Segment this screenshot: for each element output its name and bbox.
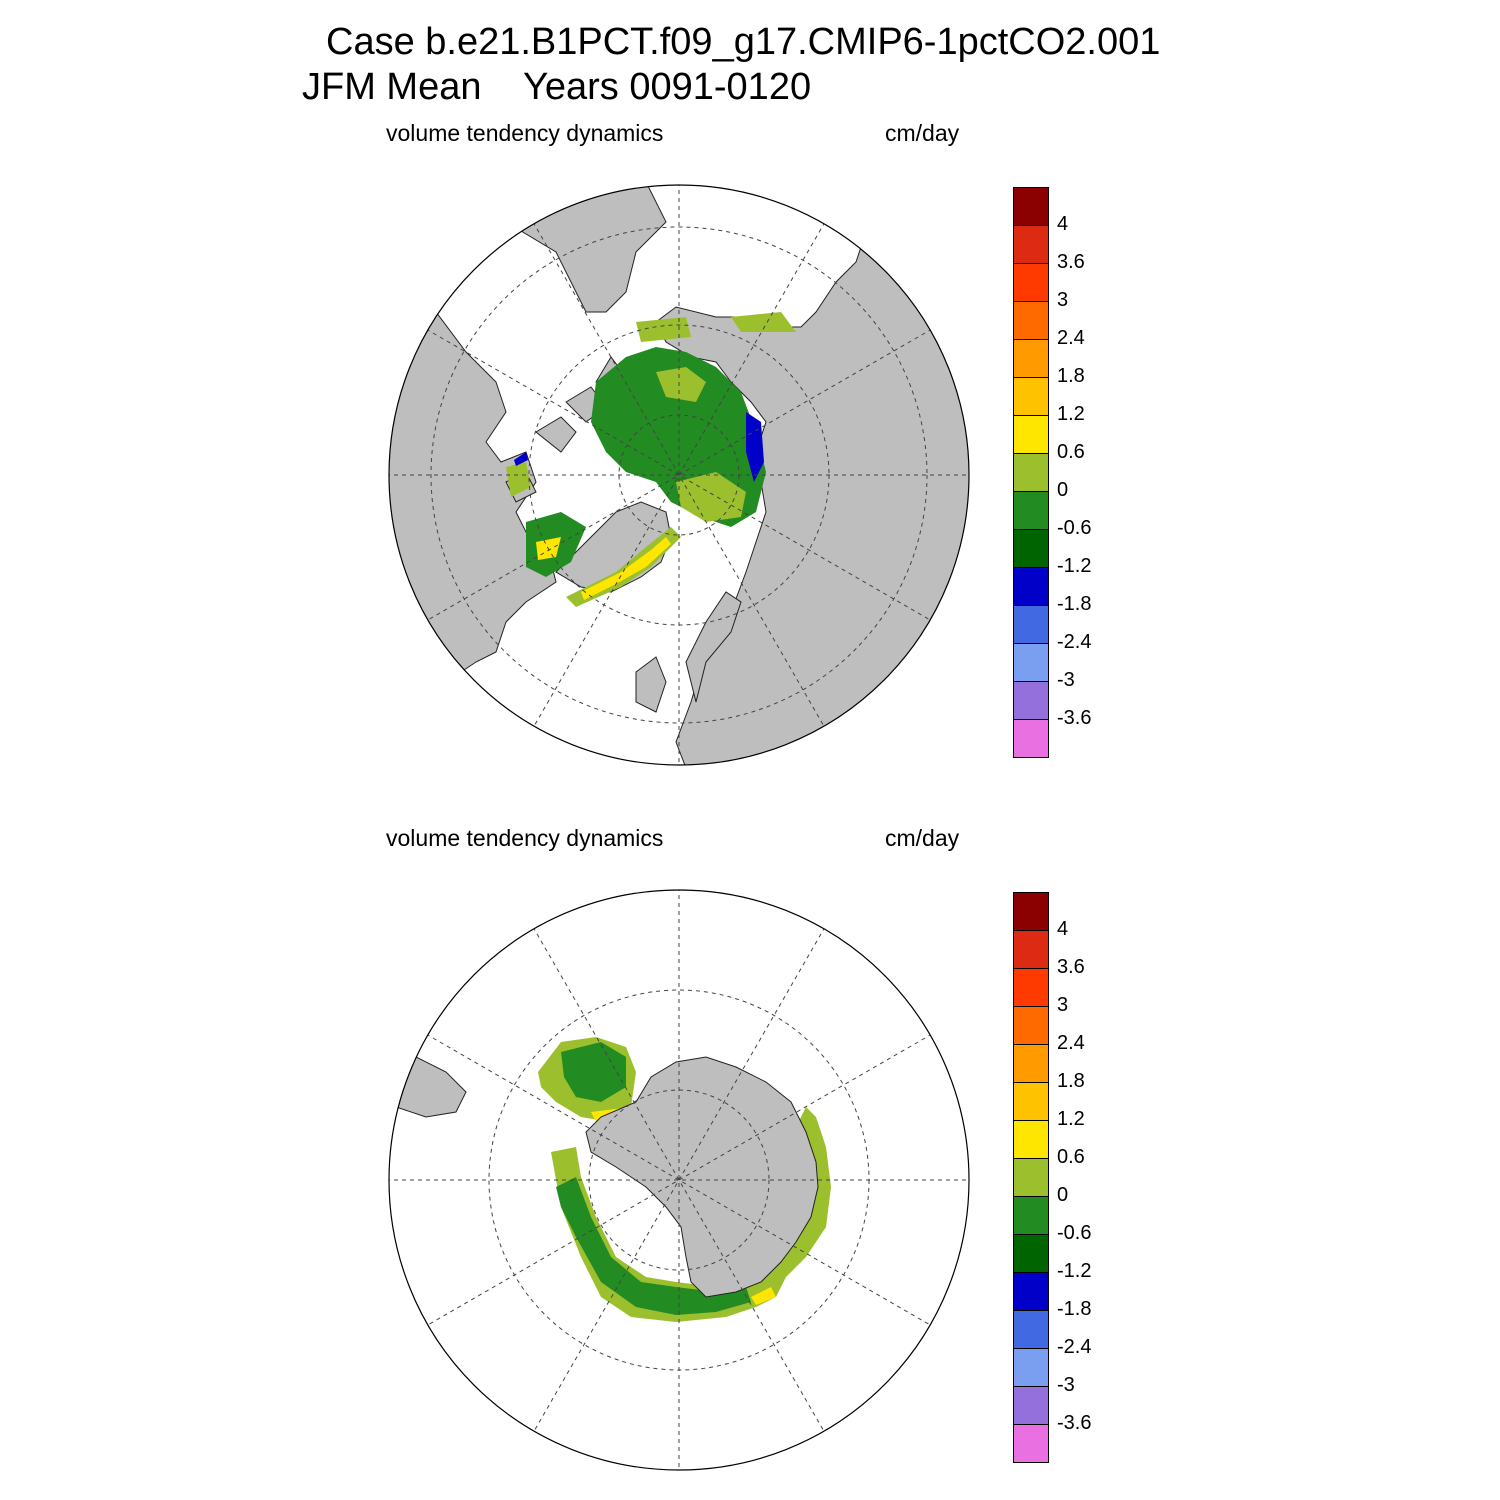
colorbar-tick-label: -3 [1057,669,1075,691]
colorbar-tick-label: -3.6 [1057,1412,1092,1434]
map-border [388,184,970,766]
south-polar-map [388,889,970,1471]
colorbar-tick-label: 3.6 [1057,956,1085,978]
british-isles-land [635,656,667,713]
europe-land [685,591,742,703]
north-panel-units-label: cm/day [885,120,960,146]
negative-edge [514,452,528,466]
colorbar-swatch [1013,491,1049,530]
antarctica-land [585,1056,819,1298]
hudson-bay-ice [506,462,531,497]
colorbar-swatch [1013,605,1049,644]
colorbar-swatch [1013,681,1049,720]
colorbar-tick-label: 1.8 [1057,365,1085,387]
graticule [389,890,969,1470]
colorbar-tick-label: -1.2 [1057,1260,1092,1282]
colorbar-swatch [1013,187,1049,226]
title-line-2: JFM Mean Years 0091-0120 [302,66,812,108]
colorbar-swatch [1013,301,1049,340]
map-border [388,889,970,1471]
chukchi-ice [636,317,691,342]
colorbar-swatch [1013,377,1049,416]
colorbar-swatch [1013,529,1049,568]
arctic-ice-patch-2 [676,472,746,522]
colorbar-swatch [1013,1196,1049,1235]
colorbar-swatch [1013,719,1049,758]
colorbar-swatch [1013,225,1049,264]
colorbar-tick-label: 1.8 [1057,1070,1085,1092]
colorbar-swatch [1013,968,1049,1007]
siberian-coast-negative [746,412,764,482]
colorbar-swatch [1013,567,1049,606]
colorbar-tick-label: -0.6 [1057,1222,1092,1244]
south-panel-variable-label: volume tendency dynamics [386,825,664,851]
north-polar-map [388,184,970,766]
north-panel-variable-label: volume tendency dynamics [386,120,664,146]
colorbar-swatch [1013,415,1049,454]
colorbar-tick-label: -1.2 [1057,555,1092,577]
colorbar-swatch [1013,263,1049,302]
colorbar-swatch [1013,453,1049,492]
colorbar-tick-label: 4 [1057,918,1069,940]
colorbar-swatch [1013,1082,1049,1121]
land-masses [389,185,969,765]
colorbar-tick-label: 0 [1057,479,1069,501]
colorbar-swatch [1013,1348,1049,1387]
colorbar-swatch [1013,1120,1049,1159]
colorbar-swatch [1013,1310,1049,1349]
weddell-negative-ice [561,1042,626,1102]
south-panel-units-label: cm/day [885,825,960,851]
ross-positive-tendency [751,1287,776,1305]
colorbar-tick-label: 3 [1057,994,1069,1016]
colorbar-tick-label: 0.6 [1057,1146,1085,1168]
colorbar-tick-label: 4 [1057,213,1069,235]
colorbar-tick-label: 2.4 [1057,1032,1085,1054]
colorbar-tick-label: 0.6 [1057,441,1085,463]
graticule [389,185,969,765]
colorbar-tick-label: 0 [1057,1184,1069,1206]
title-line-1: Case b.e21.B1PCT.f09_g17.CMIP6-1pctCO2.0… [326,21,1161,63]
colorbar-swatch [1013,1386,1049,1425]
east-greenland-positive-tendency [581,537,671,600]
okhotsk-ice [731,312,796,332]
colorbar-swatch [1013,930,1049,969]
colorbar-tick-label: -1.8 [1057,1298,1092,1320]
colorbar-tick-label: 1.2 [1057,403,1085,425]
colorbar-tick-label: -3 [1057,1374,1075,1396]
colorbar-swatch [1013,1006,1049,1045]
colorbar-tick-label: -2.4 [1057,631,1092,653]
sea-ice-tendency-field [506,312,796,607]
colorbar-swatch [1013,1424,1049,1463]
colorbar-swatch [1013,1272,1049,1311]
colorbar-tick-label: 3.6 [1057,251,1085,273]
colorbar-tick-label: -2.4 [1057,1336,1092,1358]
colorbar-tick-label: 3 [1057,289,1069,311]
circumpolar-negative-ice [556,1177,751,1315]
colorbar-tick-label: -0.6 [1057,517,1092,539]
colorbar-swatch [1013,1234,1049,1273]
colorbar-tick-label: 2.4 [1057,327,1085,349]
colorbar-swatch [1013,892,1049,931]
arctic-ice-patch [656,367,706,402]
colorbar-tick-label: -3.6 [1057,707,1092,729]
colorbar-swatch [1013,1044,1049,1083]
colorbar-swatch [1013,1158,1049,1197]
colorbar-swatch [1013,339,1049,378]
colorbar-tick-label: -1.8 [1057,593,1092,615]
colorbar-swatch [1013,643,1049,682]
colorbar-tick-label: 1.2 [1057,1108,1085,1130]
